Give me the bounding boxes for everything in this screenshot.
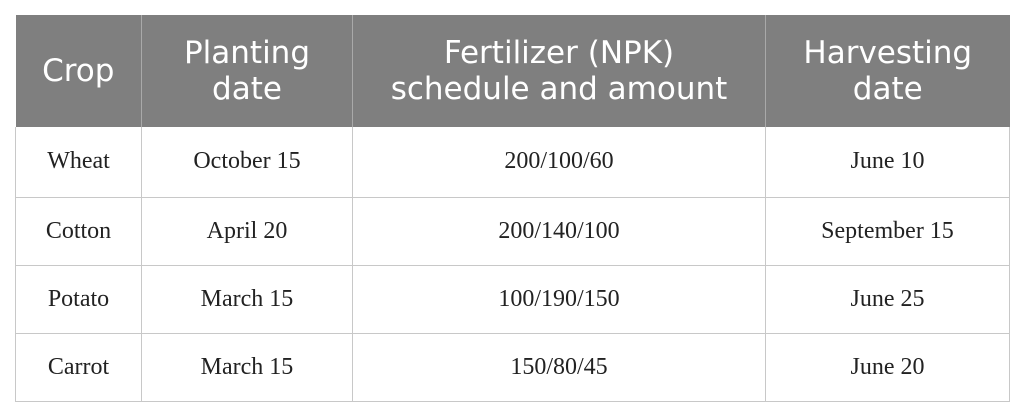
cell-crop: Potato bbox=[15, 264, 142, 334]
table-row: Wheat October 15 200/100/60 June 10 bbox=[15, 127, 1010, 198]
cell-planting-date: April 20 bbox=[141, 196, 353, 266]
header-planting-date: Planting date bbox=[141, 15, 353, 127]
table-body: Wheat October 15 200/100/60 June 10 Cott… bbox=[15, 127, 1010, 402]
cell-harvesting-date: June 20 bbox=[765, 332, 1010, 402]
cell-crop: Cotton bbox=[15, 196, 142, 266]
table-row: Cotton April 20 200/140/100 September 15 bbox=[15, 196, 1010, 266]
cell-fertilizer: 200/100/60 bbox=[352, 127, 766, 198]
cell-fertilizer: 150/80/45 bbox=[352, 332, 766, 402]
cell-planting-date: March 15 bbox=[141, 264, 353, 334]
header-harvesting-date: Harvesting date bbox=[765, 15, 1010, 127]
cell-harvesting-date: June 10 bbox=[765, 127, 1010, 198]
header-crop: Crop bbox=[15, 15, 142, 127]
crop-schedule-table-container: Crop Planting date Fertilizer (NPK) schedu… bbox=[15, 15, 1010, 402]
cell-harvesting-date: June 25 bbox=[765, 264, 1010, 334]
crop-schedule-table: Crop Planting date Fertilizer (NPK) schedu… bbox=[15, 15, 1010, 402]
cell-planting-date: March 15 bbox=[141, 332, 353, 402]
header-fertilizer-schedule: Fertilizer (NPK) schedule and amount bbox=[352, 15, 766, 127]
cell-crop: Carrot bbox=[15, 332, 142, 402]
cell-harvesting-date: September 15 bbox=[765, 196, 1010, 266]
cell-fertilizer: 100/190/150 bbox=[352, 264, 766, 334]
table-header: Crop Planting date Fertilizer (NPK) schedu… bbox=[15, 15, 1010, 127]
table-row: Potato March 15 100/190/150 June 25 bbox=[15, 264, 1010, 334]
cell-fertilizer: 200/140/100 bbox=[352, 196, 766, 266]
cell-crop: Wheat bbox=[15, 127, 142, 198]
header-row: Crop Planting date Fertilizer (NPK) schedu… bbox=[15, 15, 1010, 127]
table-row: Carrot March 15 150/80/45 June 20 bbox=[15, 332, 1010, 402]
cell-planting-date: October 15 bbox=[141, 127, 353, 198]
